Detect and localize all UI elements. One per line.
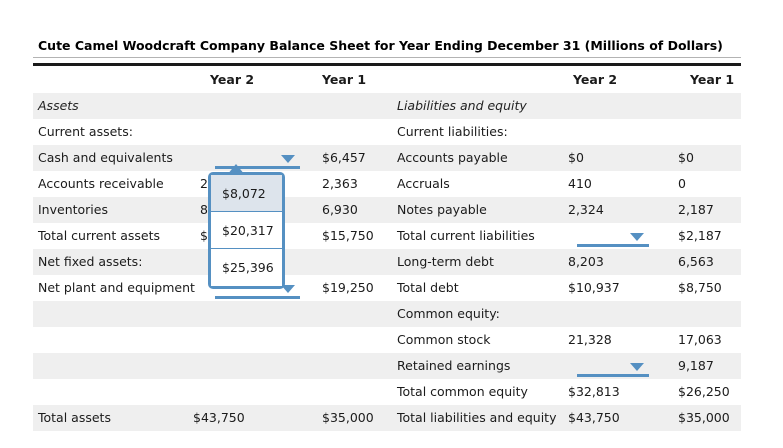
row-label: Notes payable xyxy=(397,202,487,217)
balance-sheet: Cute Camel Woodcraft Company Balance She… xyxy=(33,38,741,431)
row-label: Accounts receivable xyxy=(38,176,164,191)
dropdown-options-popup: $8,072 $20,317 $25,396 xyxy=(208,164,285,289)
row-label: Total common equity xyxy=(397,384,528,399)
cell-value: $43,750 xyxy=(193,410,245,425)
cell-value-partially-covered: $ xyxy=(200,228,208,243)
assets-section-label: Assets xyxy=(38,98,79,113)
cell-value: $6,457 xyxy=(322,150,366,165)
common-equity-label: Common equity: xyxy=(397,306,500,321)
cash-equivalents-dropdown[interactable] xyxy=(215,149,300,169)
balance-sheet-table: Assets Liabilities and equity Current as… xyxy=(33,93,741,431)
header-spacer-left xyxy=(33,67,193,93)
cell-value: $15,750 xyxy=(322,228,374,243)
row-label: Inventories xyxy=(38,202,108,217)
net-fixed-assets-label: Net fixed assets: xyxy=(38,254,143,269)
current-assets-label: Current assets: xyxy=(38,124,133,139)
dropdown-option[interactable]: $20,317 xyxy=(211,212,282,249)
table-row-common-equity-header: Common equity: xyxy=(33,301,741,327)
table-row-totals: Total assets $43,750 $35,000 Total liabi… xyxy=(33,405,741,431)
title-rule-thin xyxy=(33,57,741,58)
row-label: Net plant and equipment xyxy=(38,280,195,295)
table-row-inventories: Inventories 8 6,930 Notes payable 2,324 … xyxy=(33,197,741,223)
liabilities-section-label: Liabilities and equity xyxy=(397,98,527,113)
dropdown-option[interactable]: $8,072 xyxy=(211,175,282,212)
table-row-net-fixed: Net fixed assets: Long-term debt 8,203 6… xyxy=(33,249,741,275)
row-label: Cash and equivalents xyxy=(38,150,173,165)
cell-value: $2,187 xyxy=(678,228,722,243)
row-label: Total assets xyxy=(38,410,111,425)
table-row-total-common-equity: Total common equity $32,813 $26,250 xyxy=(33,379,741,405)
row-label: Total current liabilities xyxy=(397,228,535,243)
column-headers: Year 2 Year 1 Year 2 Year 1 xyxy=(33,67,741,93)
header-spacer-right xyxy=(397,67,568,93)
cell-value: 21,328 xyxy=(568,332,612,347)
row-label: Retained earnings xyxy=(397,358,511,373)
row-label: Common stock xyxy=(397,332,491,347)
row-label: Accounts payable xyxy=(397,150,508,165)
column-header-year2-right: Year 2 xyxy=(573,72,618,87)
table-row-subsection: Current assets: Current liabilities: xyxy=(33,119,741,145)
cell-value: $19,250 xyxy=(322,280,374,295)
column-header-year2-left: Year 2 xyxy=(210,72,255,87)
cell-value: 2,187 xyxy=(678,202,714,217)
cell-value: $32,813 xyxy=(568,384,620,399)
cell-value: 0 xyxy=(678,176,686,191)
table-row-cash: Cash and equivalents $6,457 Accounts pay… xyxy=(33,145,741,171)
cell-value-partially-covered: 2 xyxy=(200,176,208,191)
title-rule-thick xyxy=(33,63,741,66)
column-header-year1-right: Year 1 xyxy=(690,72,735,87)
cell-value: $43,750 xyxy=(568,410,620,425)
balance-sheet-title: Cute Camel Woodcraft Company Balance She… xyxy=(38,38,723,53)
current-liabilities-label: Current liabilities: xyxy=(397,124,508,139)
cell-value: 6,563 xyxy=(678,254,714,269)
retained-earnings-dropdown[interactable] xyxy=(577,357,649,377)
cell-value: 9,187 xyxy=(678,358,714,373)
chevron-down-icon xyxy=(630,363,644,371)
table-row-retained-earnings: Retained earnings 9,187 xyxy=(33,353,741,379)
cell-value: $10,937 xyxy=(568,280,620,295)
row-label: Total liabilities and equity xyxy=(397,410,557,425)
row-label: Accruals xyxy=(397,176,450,191)
cell-value: $0 xyxy=(568,150,584,165)
cell-value: 6,930 xyxy=(322,202,358,217)
cell-value: $8,750 xyxy=(678,280,722,295)
cell-value: 2,363 xyxy=(322,176,358,191)
net-plant-equipment-dropdown[interactable] xyxy=(215,279,300,299)
row-label: Total current assets xyxy=(38,228,161,243)
table-row-common-stock: Common stock 21,328 17,063 xyxy=(33,327,741,353)
chevron-down-icon xyxy=(281,155,295,163)
table-row-net-plant: Net plant and equipment $19,250 Total de… xyxy=(33,275,741,301)
cell-value-partially-covered: 8 xyxy=(200,202,208,217)
dropdown-option[interactable]: $25,396 xyxy=(211,249,282,286)
chevron-down-icon xyxy=(630,233,644,241)
cell-value: $0 xyxy=(678,150,694,165)
total-current-liabilities-dropdown[interactable] xyxy=(577,227,649,247)
cell-value: $35,000 xyxy=(322,410,374,425)
table-row-total-current: Total current assets $ $15,750 Total cur… xyxy=(33,223,741,249)
column-header-year1-left: Year 1 xyxy=(322,72,367,87)
table-row-receivables: Accounts receivable 2 2,363 Accruals 410… xyxy=(33,171,741,197)
cell-value: 410 xyxy=(568,176,592,191)
popup-pointer-icon xyxy=(227,164,245,175)
cell-value: $35,000 xyxy=(678,410,730,425)
table-row-section-headers: Assets Liabilities and equity xyxy=(33,93,741,119)
row-label: Long-term debt xyxy=(397,254,494,269)
cell-value: 2,324 xyxy=(568,202,604,217)
cell-value: 8,203 xyxy=(568,254,604,269)
row-label: Total debt xyxy=(397,280,459,295)
chevron-down-icon xyxy=(281,285,295,293)
cell-value: 17,063 xyxy=(678,332,722,347)
cell-value: $26,250 xyxy=(678,384,730,399)
